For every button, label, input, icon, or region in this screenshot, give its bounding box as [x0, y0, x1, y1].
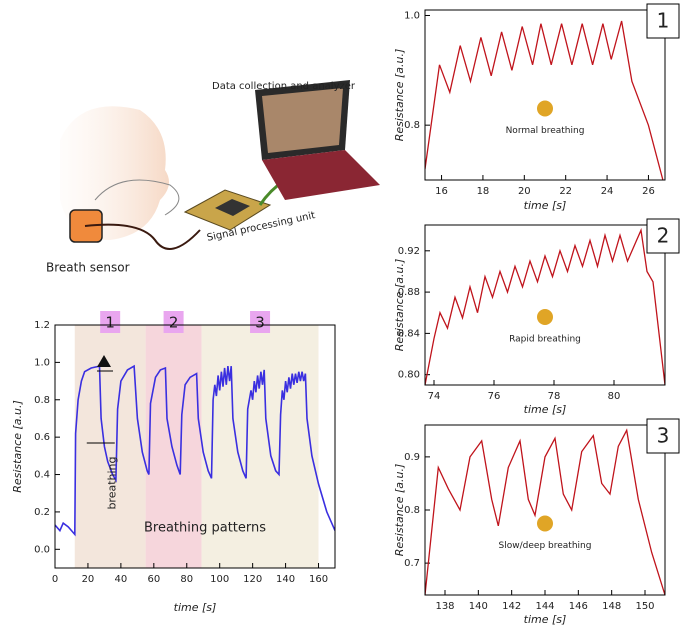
warning-icon	[97, 355, 111, 367]
x-tick-label: 40	[115, 574, 128, 585]
y-tick-label: 0.84	[398, 328, 420, 339]
x-tick-label: 76	[488, 391, 501, 402]
laptop-base	[262, 150, 380, 200]
region-label: 3	[255, 314, 265, 332]
y-tick-label: 1.2	[34, 320, 50, 331]
x-tick-label: 150	[635, 601, 654, 612]
x-tick-label: 24	[601, 186, 614, 197]
x-tick-label: 146	[569, 601, 588, 612]
y-tick-label: 0.4	[34, 470, 50, 481]
icon	[537, 100, 553, 117]
panel-number: 3	[657, 424, 670, 448]
laptop-display	[262, 88, 343, 153]
region	[201, 325, 319, 568]
caption: Slow/deep breathing	[499, 541, 592, 551]
y-axis-label: Resistance [a.u.]	[393, 49, 406, 142]
panel-number-box	[646, 418, 680, 454]
y-axis-label: Resistance [a.u.]	[393, 464, 406, 557]
y-tick-label: 0.80	[398, 370, 420, 381]
x-tick-label: 140	[469, 601, 488, 612]
plot-frame	[424, 224, 666, 386]
y-tick-label: 0.2	[34, 507, 50, 518]
x-tick-label: 80	[608, 391, 621, 402]
region-label-box	[163, 311, 184, 333]
x-tick-label: 0	[52, 574, 58, 585]
illustration: Data collection and analyzer Signal proc…	[46, 80, 380, 275]
data-line	[55, 364, 335, 537]
plot-frame	[424, 9, 666, 181]
panel-number: 1	[657, 9, 670, 33]
y-tick-label: 0.88	[398, 287, 420, 298]
x-axis-label: time [s]	[174, 601, 217, 614]
cable	[84, 223, 201, 250]
icon	[537, 309, 553, 325]
x-tick-label: 18	[477, 186, 490, 197]
panel-number-box	[646, 3, 680, 39]
data-line	[425, 428, 665, 595]
data-line	[425, 20, 664, 180]
region-label-box	[250, 311, 271, 333]
x-tick-label: 120	[243, 574, 262, 585]
x-tick-label: 138	[435, 601, 454, 612]
plot-frame	[54, 324, 336, 569]
y-tick-label: 1.0	[34, 357, 50, 368]
face	[60, 106, 169, 240]
x-tick-label: 148	[602, 601, 621, 612]
y-axis-label: Resistance [a.u.]	[393, 259, 406, 352]
x-tick-label: 78	[548, 391, 561, 402]
x-tick-label: 16	[435, 186, 448, 197]
annotation: breathing	[105, 456, 118, 509]
caption: Rapid breathing	[509, 335, 581, 345]
x-axis-label: time [s]	[524, 199, 567, 212]
caption: Normal breathing	[506, 126, 585, 136]
plot-frame	[424, 424, 666, 596]
strap	[94, 179, 180, 216]
y-tick-label: 0.0	[34, 544, 50, 555]
x-tick-label: 26	[642, 186, 655, 197]
icon	[537, 515, 553, 532]
x-tick-label: 74	[428, 391, 441, 402]
x-axis-label: time [s]	[524, 403, 567, 416]
panel-number-box	[646, 218, 680, 254]
region-label: 1	[105, 314, 115, 332]
y-tick-label: 0.7	[404, 558, 420, 569]
y-tick-label: 0.8	[404, 120, 420, 131]
y-tick-label: 0.92	[398, 246, 420, 257]
x-tick-label: 140	[276, 574, 295, 585]
region-label-box	[100, 311, 121, 333]
y-tick-label: 0.9	[404, 452, 420, 463]
x-tick-label: 100	[210, 574, 229, 585]
chip-core	[215, 199, 250, 216]
x-axis-label: time [s]	[524, 613, 567, 626]
illustration-label: Data collection and analyzer	[212, 81, 356, 92]
annotation: Breathing patterns	[144, 521, 266, 536]
x-tick-label: 20	[82, 574, 95, 585]
x-tick-label: 60	[147, 574, 160, 585]
x-tick-label: 142	[502, 601, 521, 612]
x-tick-label: 160	[309, 574, 328, 585]
y-tick-label: 0.8	[404, 505, 420, 516]
panel-number: 2	[657, 224, 670, 248]
x-tick-label: 20	[518, 186, 531, 197]
x-tick-label: 80	[180, 574, 193, 585]
illustration-label: Breath sensor	[46, 261, 130, 275]
region	[74, 325, 146, 568]
x-tick-label: 22	[559, 186, 572, 197]
y-axis-label: Resistance [a.u.]	[11, 400, 24, 493]
y-tick-label: 0.6	[34, 432, 50, 443]
y-tick-label: 0.8	[34, 395, 50, 406]
region-label: 2	[169, 314, 179, 332]
x-tick-label: 144	[535, 601, 554, 612]
region	[145, 325, 202, 568]
data-line	[425, 227, 665, 385]
y-tick-label: 1.0	[404, 10, 420, 21]
